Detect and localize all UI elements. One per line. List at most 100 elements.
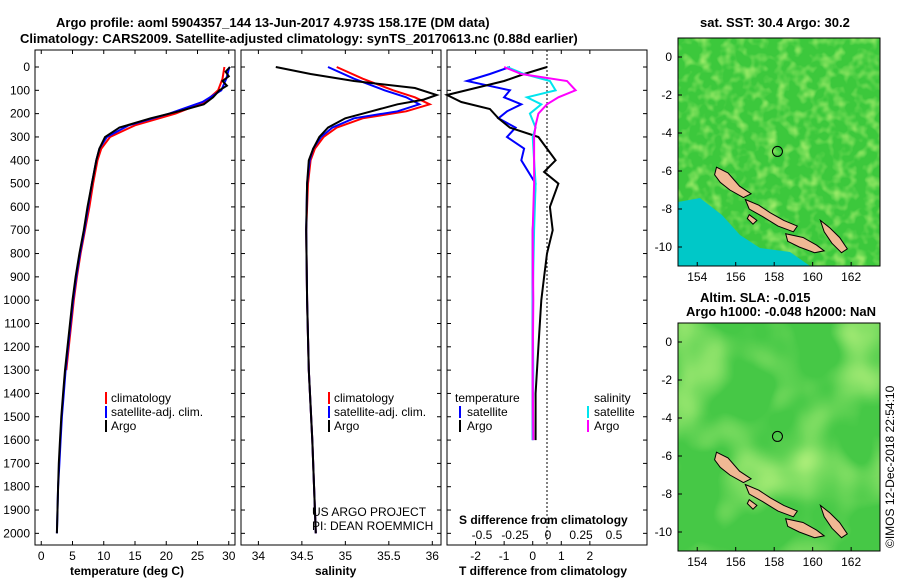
map-x-tick-label: 156 [726, 555, 746, 569]
map-y-tick-label: -10 [655, 240, 673, 254]
map-x-tick-label: 156 [726, 270, 746, 284]
map-x-tick-label: 158 [764, 555, 784, 569]
island [746, 213, 758, 225]
legend-satellite: satellite-adj. clim. [334, 405, 426, 419]
depth-tick-label: 1800 [3, 480, 30, 494]
map-y-tick-label: 0 [665, 50, 672, 64]
depth-tick-label: 1500 [3, 410, 30, 424]
depth-tick-label: 1400 [3, 386, 30, 400]
map-x-tick-label: 158 [764, 270, 784, 284]
depth-tick-label: 100 [10, 83, 30, 97]
series-climatology [305, 66, 433, 534]
map-x-tick-label: 154 [687, 555, 707, 569]
sla-title-2: Argo h1000: -0.048 h2000: NaN [686, 304, 876, 319]
map-x-tick-label: 162 [841, 270, 861, 284]
depth-axis: 0 100 200 300 400 500 600 700 800 900 1000 1100 1200… [3, 60, 647, 540]
s-tick-label: -0.5 [472, 528, 493, 542]
depth-tick-label: 500 [10, 177, 30, 191]
map-y-tick-label: -10 [655, 525, 673, 539]
map-y-tick-label: -4 [661, 411, 672, 425]
series-argo [55, 66, 231, 534]
legend-salinity-title: salinity [594, 391, 631, 405]
s-tick-label: 0.5 [606, 528, 623, 542]
depth-tick-label: 1300 [3, 363, 30, 377]
x-tick-label: 15 [128, 549, 142, 563]
depth-tick-label: 400 [10, 153, 30, 167]
x-tick-label: 35 [339, 549, 353, 563]
series-argo [275, 66, 440, 534]
legend-satellite: satellite-adj. clim. [111, 405, 203, 419]
island [785, 518, 826, 539]
legend-s-argo: Argo [594, 419, 620, 433]
island [714, 166, 753, 199]
temperature-x-ticks: 0 5 10 15 20 25 30 [38, 50, 236, 563]
map-y-tick-label: -8 [661, 202, 672, 216]
legend-argo: Argo [111, 419, 137, 433]
x-tick-label: -1 [499, 549, 510, 563]
salinity-panel [240, 49, 442, 546]
project-credit: US ARGO PROJECT [312, 505, 427, 519]
map-y-tick-label: -6 [661, 164, 672, 178]
legend-climatology: climatology [111, 391, 171, 405]
sst-ticks: 154 156 158 160 162 0 -2 -4 -6 -8 -10 [655, 50, 862, 284]
depth-tick-label: 1000 [3, 293, 30, 307]
x-tick-label: 5 [69, 549, 76, 563]
x-tick-label: 0 [38, 549, 45, 563]
legend-s-satellite: satellite [594, 405, 635, 419]
map-y-tick-label: -8 [661, 487, 672, 501]
x-tick-label: -2 [470, 549, 481, 563]
island [744, 483, 799, 518]
sst-argo-marker [771, 145, 783, 157]
depth-tick-label: 300 [10, 130, 30, 144]
series-salinity-argo [503, 66, 578, 441]
legend-argo: Argo [334, 419, 360, 433]
island [746, 498, 758, 510]
map-y-tick-label: -4 [661, 126, 672, 140]
legend-climatology: climatology [334, 391, 394, 405]
sla-frame [677, 322, 881, 552]
sla-argo-marker [771, 430, 783, 442]
s-tick-label: -0.25 [501, 528, 529, 542]
map-x-tick-label: 160 [803, 270, 823, 284]
x-tick-label: 34.5 [290, 549, 314, 563]
s-tick-label: 0.25 [569, 528, 593, 542]
island [714, 451, 753, 484]
depth-tick-label: 1200 [3, 340, 30, 354]
map-x-tick-label: 160 [803, 555, 823, 569]
sla-ticks: 154 156 158 160 162 0 -2 -4 -6 -8 -10 [655, 335, 862, 569]
salinity-legend: climatology satellite-adj. clim. Argo [328, 391, 426, 433]
series-satellite-adj-clim- [55, 66, 231, 534]
salinity-x-ticks: 34 34.5 35 35.5 36 [252, 50, 440, 563]
map-y-tick-label: -6 [661, 449, 672, 463]
depth-tick-label: 1900 [3, 503, 30, 517]
imos-stamp: ©IMOS 12-Dec-2018 22:54:10 [883, 385, 897, 548]
series-salinity-satellite [506, 66, 558, 441]
sla-texture [678, 323, 880, 551]
island [819, 503, 848, 539]
island [819, 218, 848, 254]
depth-tick-label: 1600 [3, 433, 30, 447]
s-difference-ticks: -0.5 -0.25 0 0.25 0.5 [472, 528, 623, 542]
depth-tick-label: 900 [10, 270, 30, 284]
depth-tick-label: 200 [10, 107, 30, 121]
depth-tick-label: 800 [10, 247, 30, 261]
x-tick-label: 20 [160, 549, 174, 563]
series-temperature-argo [444, 66, 560, 441]
x-tick-label: 30 [222, 549, 236, 563]
x-tick-label: 25 [191, 549, 205, 563]
depth-tick-label: 1100 [4, 316, 30, 330]
x-tick-label: 10 [97, 549, 111, 563]
sla-map [678, 323, 880, 551]
difference-xlabel: T difference from climatology [459, 564, 627, 578]
x-tick-label: 2 [587, 549, 594, 563]
x-tick-label: 1 [558, 549, 565, 563]
difference-x-ticks: -2 -1 0 1 2 [470, 50, 594, 563]
sla-title-1: Altim. SLA: -0.015 [700, 290, 811, 305]
x-tick-label: 36 [426, 549, 440, 563]
difference-legend: temperature satellite Argo salinity sate… [455, 391, 635, 433]
depth-tick-label: 2000 [3, 526, 30, 540]
map-y-tick-label: -2 [661, 373, 672, 387]
x-tick-label: 34 [252, 549, 266, 563]
legend-t-argo: Argo [467, 419, 493, 433]
